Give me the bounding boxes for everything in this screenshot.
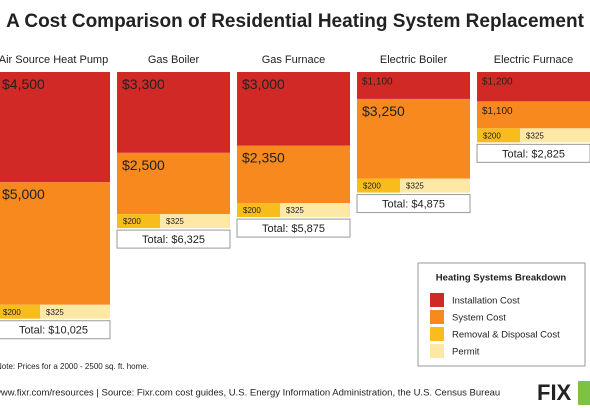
bar-segment xyxy=(237,145,350,204)
total-label: Total: $5,875 xyxy=(262,223,325,235)
value-label: $200 xyxy=(123,217,141,226)
value-label: $325 xyxy=(166,217,184,226)
bar-segment xyxy=(117,214,161,229)
bar-segment xyxy=(237,203,281,218)
bar-segment xyxy=(357,178,401,193)
bar-segment xyxy=(520,128,590,143)
bar-segment xyxy=(357,72,470,99)
category-label: Electric Furnace xyxy=(494,54,573,66)
bar-segment xyxy=(117,72,230,153)
legend-swatch xyxy=(430,293,444,307)
bar-segment xyxy=(0,182,110,305)
total-box xyxy=(476,143,590,163)
value-label: $200 xyxy=(483,131,501,140)
value-label: $325 xyxy=(406,182,424,191)
category-label: Electric Boiler xyxy=(380,54,448,66)
legend-label: System Cost xyxy=(452,313,506,324)
total-box xyxy=(116,229,231,249)
total-label: Total: $6,325 xyxy=(142,234,205,246)
total-label: Total: $2,825 xyxy=(502,148,565,160)
value-label: $1,100 xyxy=(362,77,393,88)
logo: FIX xyxy=(537,380,572,405)
category-label: Air Source Heat Pump xyxy=(0,54,108,66)
bar-segment xyxy=(0,72,110,183)
value-label: $200 xyxy=(363,182,381,191)
total-box xyxy=(0,320,111,340)
total-box xyxy=(356,194,471,214)
bar-segment xyxy=(477,72,590,102)
value-label: $200 xyxy=(243,206,261,215)
bar-segment xyxy=(477,128,521,143)
legend-swatch xyxy=(430,310,444,324)
legend-swatch xyxy=(430,344,444,358)
bar-segment xyxy=(400,178,470,193)
value-label: $1,200 xyxy=(482,77,513,88)
source: www.fixr.com/resources | Source: Fixr.co… xyxy=(0,388,500,399)
bar-segment xyxy=(237,72,350,146)
logo-mark xyxy=(578,381,590,405)
chart-title: A Cost Comparison of Residential Heating… xyxy=(6,11,585,32)
legend-label: Installation Cost xyxy=(452,296,520,307)
bar-segment xyxy=(477,101,590,129)
bar-segment xyxy=(40,304,110,319)
value-label: $325 xyxy=(286,206,304,215)
value-label: $200 xyxy=(3,308,21,317)
bar-segment xyxy=(117,152,230,215)
bar-segment xyxy=(160,214,230,229)
total-label: Total: $4,875 xyxy=(382,198,445,210)
value-label: $3,300 xyxy=(122,76,165,92)
value-label: $2,350 xyxy=(242,149,285,165)
bar-segment xyxy=(0,304,41,319)
legend-label: Removal & Disposal Cost xyxy=(452,330,560,341)
value-label: $3,000 xyxy=(242,76,285,92)
bar-segment xyxy=(357,98,470,179)
legend-title: Heating Systems Breakdown xyxy=(436,273,567,284)
note: Note: Prices for a 2000 - 2500 sq. ft. h… xyxy=(0,362,149,371)
legend-box xyxy=(417,262,586,367)
category-label: Gas Furnace xyxy=(262,54,326,66)
total-box xyxy=(236,218,351,238)
total-label: Total: $10,025 xyxy=(19,325,88,337)
category-label: Gas Boiler xyxy=(148,54,200,66)
bar-segment xyxy=(280,203,350,218)
value-label: $1,100 xyxy=(482,106,513,117)
legend-label: Permit xyxy=(452,347,480,358)
legend-swatch xyxy=(430,327,444,341)
value-label: $2,500 xyxy=(122,157,165,173)
value-label: $325 xyxy=(526,131,544,140)
value-label: $5,000 xyxy=(2,186,45,202)
value-label: $325 xyxy=(46,308,64,317)
value-label: $4,500 xyxy=(2,76,45,92)
value-label: $3,250 xyxy=(362,103,405,119)
